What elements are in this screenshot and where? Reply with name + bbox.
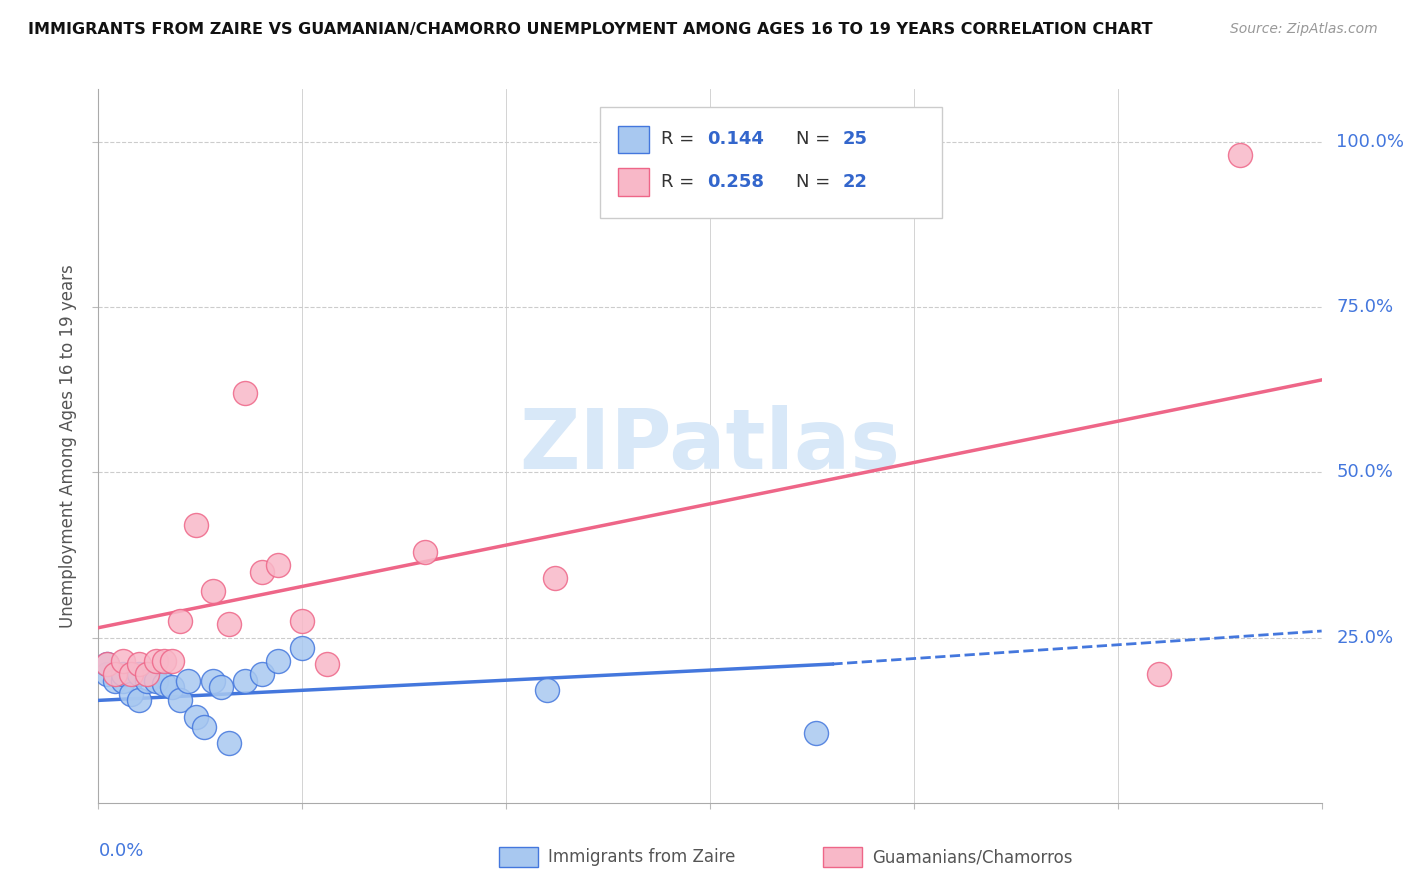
Text: 22: 22 bbox=[842, 173, 868, 191]
Text: 25: 25 bbox=[842, 130, 868, 148]
Point bbox=[218, 617, 240, 632]
Point bbox=[111, 654, 134, 668]
Point bbox=[186, 710, 208, 724]
Point bbox=[267, 558, 290, 572]
Text: ZIPatlas: ZIPatlas bbox=[520, 406, 900, 486]
Point bbox=[233, 673, 256, 688]
Point bbox=[96, 667, 118, 681]
Point bbox=[128, 693, 150, 707]
Text: R =: R = bbox=[661, 130, 700, 148]
Point bbox=[177, 673, 200, 688]
Point bbox=[250, 667, 273, 681]
Point bbox=[201, 584, 224, 599]
Text: 100.0%: 100.0% bbox=[1336, 133, 1405, 151]
Point bbox=[413, 545, 436, 559]
Text: IMMIGRANTS FROM ZAIRE VS GUAMANIAN/CHAMORRO UNEMPLOYMENT AMONG AGES 16 TO 19 YEA: IMMIGRANTS FROM ZAIRE VS GUAMANIAN/CHAMO… bbox=[28, 22, 1153, 37]
Point bbox=[536, 683, 558, 698]
Point bbox=[250, 565, 273, 579]
Point bbox=[186, 518, 208, 533]
Point bbox=[120, 687, 142, 701]
Text: N =: N = bbox=[796, 173, 835, 191]
Point bbox=[1229, 148, 1251, 162]
Point bbox=[160, 654, 183, 668]
Point bbox=[111, 667, 134, 681]
Text: Guamanians/Chamorros: Guamanians/Chamorros bbox=[872, 848, 1073, 866]
Point bbox=[104, 667, 127, 681]
Point bbox=[136, 673, 159, 688]
Point bbox=[209, 680, 232, 694]
Point bbox=[145, 673, 167, 688]
Point bbox=[96, 657, 118, 671]
Point bbox=[169, 693, 191, 707]
Point bbox=[160, 680, 183, 694]
Point bbox=[233, 386, 256, 401]
Point bbox=[544, 571, 567, 585]
Point bbox=[218, 736, 240, 750]
Point bbox=[169, 614, 191, 628]
Point bbox=[267, 654, 290, 668]
Text: N =: N = bbox=[796, 130, 835, 148]
Point bbox=[96, 657, 118, 671]
Point bbox=[152, 677, 174, 691]
Text: R =: R = bbox=[661, 173, 700, 191]
Text: 0.258: 0.258 bbox=[707, 173, 765, 191]
Point bbox=[1147, 667, 1170, 681]
Point bbox=[193, 720, 215, 734]
Point bbox=[145, 654, 167, 668]
Point bbox=[128, 667, 150, 681]
Text: 0.144: 0.144 bbox=[707, 130, 765, 148]
Text: Immigrants from Zaire: Immigrants from Zaire bbox=[548, 848, 735, 866]
Bar bbox=[619, 126, 648, 153]
Text: Source: ZipAtlas.com: Source: ZipAtlas.com bbox=[1230, 22, 1378, 37]
Y-axis label: Unemployment Among Ages 16 to 19 years: Unemployment Among Ages 16 to 19 years bbox=[59, 264, 77, 628]
Point bbox=[291, 640, 314, 655]
Point bbox=[128, 657, 150, 671]
Point bbox=[111, 673, 134, 688]
Text: 50.0%: 50.0% bbox=[1336, 464, 1393, 482]
FancyBboxPatch shape bbox=[600, 107, 942, 218]
Text: 75.0%: 75.0% bbox=[1336, 298, 1393, 317]
Point bbox=[120, 667, 142, 681]
Point bbox=[201, 673, 224, 688]
Text: 0.0%: 0.0% bbox=[98, 842, 143, 860]
Bar bbox=[619, 169, 648, 195]
Point bbox=[291, 614, 314, 628]
Point bbox=[136, 667, 159, 681]
Point bbox=[315, 657, 337, 671]
Point bbox=[104, 673, 127, 688]
Text: 25.0%: 25.0% bbox=[1336, 629, 1393, 647]
Point bbox=[804, 726, 827, 740]
Point bbox=[152, 654, 174, 668]
